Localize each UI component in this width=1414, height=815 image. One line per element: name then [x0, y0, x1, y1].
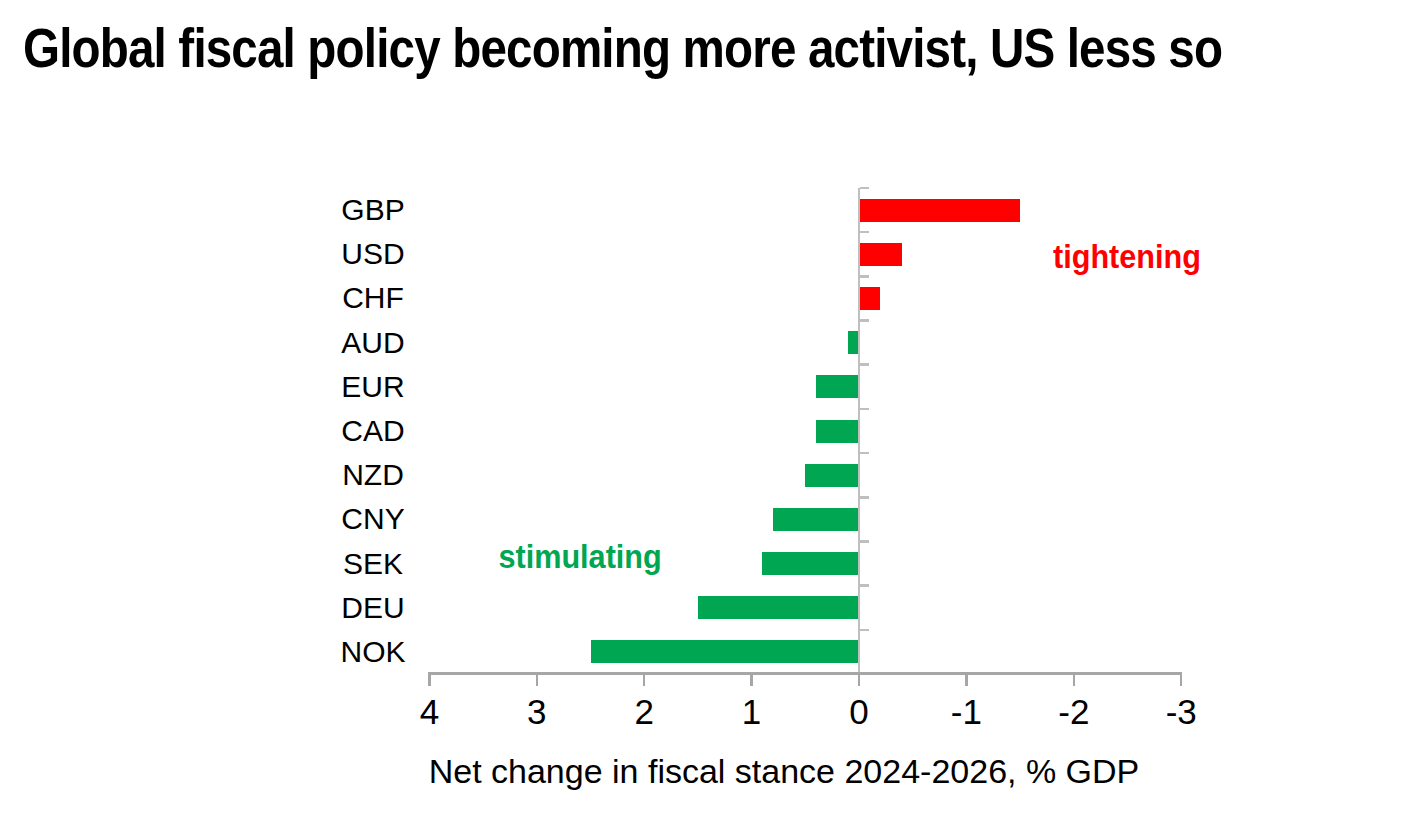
x-tick-label-4: 4	[384, 693, 474, 731]
zero-line-tick	[860, 363, 869, 366]
x-tick-label--1: -1	[921, 693, 1011, 731]
x-axis-tick	[1073, 672, 1076, 686]
category-label-gbp: GBP	[308, 190, 438, 230]
x-tick-label-1: 1	[707, 693, 797, 731]
zero-line-tick	[860, 540, 869, 543]
zero-line-tick	[860, 319, 869, 322]
category-label-nzd: NZD	[308, 455, 438, 495]
zero-line-tick	[860, 187, 869, 190]
bar-positive	[698, 596, 858, 619]
chart-page: Global fiscal policy becoming more activ…	[0, 0, 1414, 815]
x-axis-tick	[1180, 672, 1183, 686]
category-label-sek: SEK	[308, 544, 438, 584]
x-axis-tick	[428, 672, 431, 686]
x-tick-label-3: 3	[492, 693, 582, 731]
zero-line-tick	[860, 629, 869, 632]
annotation-stimulating: stimulating	[499, 536, 652, 576]
bar-positive	[805, 464, 857, 487]
zero-line-tick	[860, 452, 869, 455]
annotation-tightening: tightening	[1053, 236, 1197, 276]
category-label-cny: CNY	[308, 499, 438, 539]
chart-title: Global fiscal policy becoming more activ…	[23, 14, 1222, 82]
x-axis-line	[428, 672, 1182, 675]
bar-positive	[773, 508, 858, 531]
x-axis-tick	[965, 672, 968, 686]
x-tick-label-0: 0	[814, 693, 904, 731]
x-axis-tick	[750, 672, 753, 686]
zero-line-tick	[860, 408, 869, 411]
category-label-cad: CAD	[308, 411, 438, 451]
category-label-aud: AUD	[308, 323, 438, 363]
zero-line-tick	[860, 496, 869, 499]
category-label-eur: EUR	[308, 367, 438, 407]
x-tick-label-2: 2	[599, 693, 689, 731]
bar-positive	[591, 640, 858, 663]
bar-positive	[816, 375, 858, 398]
bar-positive	[816, 420, 858, 443]
zero-line-tick	[860, 584, 869, 587]
bar-positive	[762, 552, 857, 575]
bar-negative	[860, 287, 880, 310]
category-label-nok: NOK	[308, 632, 438, 672]
bar-positive	[848, 331, 857, 354]
bar-negative	[860, 243, 902, 266]
zero-line-tick	[860, 275, 869, 278]
x-tick-label--3: -3	[1136, 693, 1226, 731]
x-tick-label--2: -2	[1029, 693, 1119, 731]
bar-negative	[860, 199, 1020, 222]
zero-line-tick	[860, 231, 869, 234]
category-label-deu: DEU	[308, 588, 438, 628]
x-axis-tick	[643, 672, 646, 686]
x-axis-tick	[536, 672, 539, 686]
category-label-usd: USD	[308, 234, 438, 274]
x-axis-tick	[858, 672, 861, 686]
x-axis-title: Net change in fiscal stance 2024-2026, %…	[384, 750, 1184, 792]
category-label-chf: CHF	[308, 278, 438, 318]
